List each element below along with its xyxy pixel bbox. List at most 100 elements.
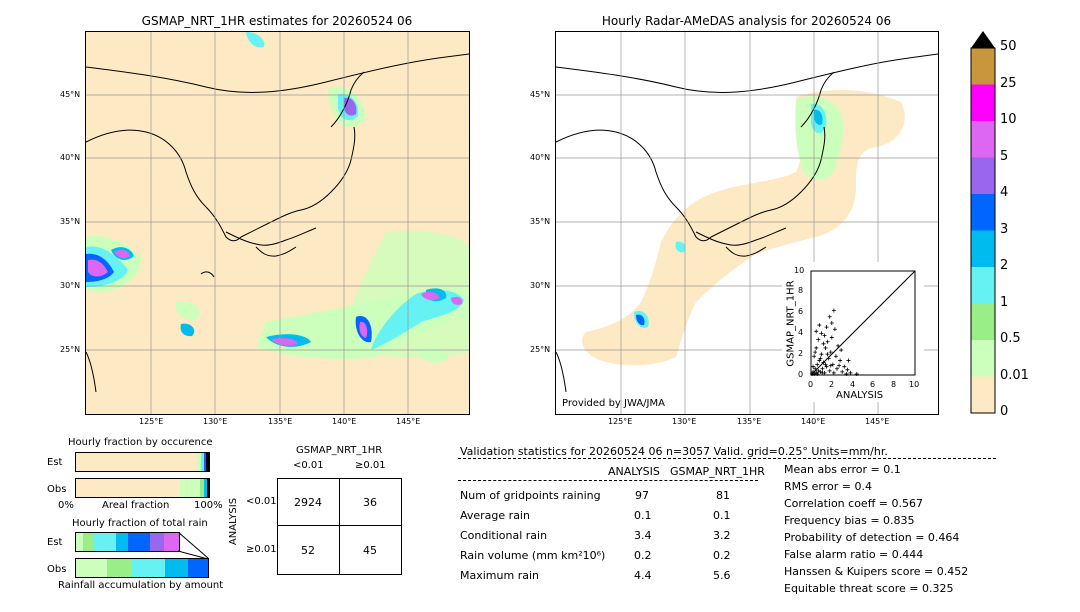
scatter-point-55 <box>828 363 833 368</box>
right-lat-label-30: 30°N <box>530 281 551 290</box>
right-lon-label-125: 125°E <box>608 417 633 426</box>
colorbar-label-1: 25 <box>1000 75 1017 91</box>
colorbar-label-9: 0.01 <box>1000 367 1029 383</box>
score-7: Equitable threat score = 0.325 <box>784 582 954 595</box>
scatter-point-16 <box>826 356 831 361</box>
scatter-point-52 <box>822 333 827 338</box>
total-rain-est-label: Est <box>47 537 63 548</box>
total-rain-connector <box>178 532 209 560</box>
contingency-title: GSMAP_NRT_1HR <box>296 445 383 456</box>
scatter-point-36 <box>821 341 826 346</box>
scatter-point-45 <box>823 362 828 367</box>
colorbar-label-0: 50 <box>1000 39 1017 54</box>
colorbar-cell-5 <box>971 230 995 267</box>
score-6: Hanssen & Kuipers score = 0.452 <box>784 565 969 578</box>
scatter-point-22 <box>832 327 837 332</box>
total-rain-title: Hourly fraction of total rain <box>72 518 208 529</box>
total-rain-est-bar <box>75 532 180 552</box>
colorbar-cell-6 <box>971 267 995 304</box>
right-rain-areas <box>582 90 905 366</box>
colorbar-cell-7 <box>971 303 995 340</box>
scatter-ytick-2: 2 <box>798 349 804 358</box>
colorbar-cell-8 <box>971 340 995 377</box>
scatter-point-29 <box>845 367 850 372</box>
stat-label-2: Conditional rain <box>460 529 548 542</box>
occurrence-obs-label: Obs <box>47 484 67 495</box>
contingency-cell-01: 36 <box>363 496 377 509</box>
stat-label-1: Average rain <box>460 509 530 522</box>
left-map-panel <box>85 31 470 415</box>
scatter-point-35 <box>819 331 824 336</box>
colorbar-label-4: 4 <box>1000 185 1009 200</box>
scatter-point-19 <box>829 335 834 340</box>
right-coastlines <box>556 53 938 393</box>
left-coastlines <box>86 53 469 393</box>
colorbar-label-6: 2 <box>1000 258 1009 273</box>
scatter-xtick-2: 2 <box>829 380 835 389</box>
scatter-point-44 <box>820 370 825 375</box>
right-lon-label-145: 145°E <box>865 417 890 426</box>
stat-label-4: Maximum rain <box>460 569 539 582</box>
scatter-point-37 <box>824 325 829 330</box>
scatter-point-15 <box>825 339 830 344</box>
scatter-point-54 <box>846 358 851 363</box>
left-grid <box>86 32 469 414</box>
stat-gsmap-0: 81 <box>716 489 730 502</box>
right-lon-label-135: 135°E <box>737 417 762 426</box>
colorbar-label-7: 1 <box>1000 294 1009 310</box>
scatter-point-20 <box>830 362 835 367</box>
scatter-xtick-6: 6 <box>870 380 876 389</box>
colorbar-label-10: 0 <box>1000 404 1009 419</box>
left-lon-label-135: 135°E <box>268 417 293 426</box>
scatter-point-3 <box>813 366 818 371</box>
scatter-ytick-8: 8 <box>798 286 804 295</box>
scatter-point-21 <box>831 370 836 375</box>
left-lat-label-30: 30°N <box>60 281 81 290</box>
left-lon-label-145: 145°E <box>396 417 421 426</box>
scatter-point-46 <box>813 350 818 355</box>
occurrence-est-bar <box>75 452 210 472</box>
scatter-point-39 <box>829 321 834 325</box>
stat-label-3: Rain volume (mm km²10⁶) <box>460 549 606 562</box>
scatter-point-11 <box>821 360 826 365</box>
scatter-point-42 <box>815 371 820 376</box>
right-lon-label-140: 140°E <box>801 417 826 426</box>
right-lat-label-40: 40°N <box>530 153 551 162</box>
scatter-point-41 <box>811 364 816 369</box>
colorbar-extend-arrow <box>971 31 995 48</box>
scatter-point-17 <box>827 368 832 373</box>
occurrence-axis-left: 0% <box>58 500 74 511</box>
occurrence-est-label: Est <box>47 457 63 468</box>
contingency-row-ge: ≥0.01 <box>246 544 277 555</box>
scatter-point-33 <box>814 345 819 350</box>
scatter-point-51 <box>814 329 819 334</box>
stat-gsmap-1: 0.1 <box>713 509 731 522</box>
contingency-col-lt: <0.01 <box>293 460 324 471</box>
colorbar-label-3: 5 <box>1000 148 1009 164</box>
occurrence-axis-right: 100% <box>194 500 223 511</box>
scatter-point-8 <box>818 369 823 374</box>
score-4: Probability of detection = 0.464 <box>784 531 960 544</box>
occurrence-title: Hourly fraction by occurence <box>68 437 213 448</box>
scatter-point-32 <box>812 354 817 359</box>
scatter-xtick-8: 8 <box>891 380 897 389</box>
scatter-point-24 <box>835 366 839 371</box>
left-lat-label-25: 25°N <box>60 345 81 354</box>
scatter-xtick-4: 4 <box>850 380 856 389</box>
scatter-point-5 <box>815 362 820 367</box>
scatter-point-40 <box>831 308 836 313</box>
left-map-title: GSMAP_NRT_1HR estimates for 20260524 06 <box>141 14 413 28</box>
stat-analysis-4: 4.4 <box>634 569 652 582</box>
scatter-ytick-6: 6 <box>798 307 804 316</box>
occurrence-axis-mid: Areal fraction <box>102 500 170 511</box>
scatter-point-50 <box>817 323 822 328</box>
left-lat-label-40: 40°N <box>60 153 81 162</box>
scatter-point-7 <box>817 358 822 363</box>
stat-label-0: Num of gridpoints raining <box>460 489 601 502</box>
colorbar-cell-3 <box>971 157 995 194</box>
stat-gsmap-4: 5.6 <box>713 569 731 582</box>
contingency-grid <box>277 478 402 575</box>
validation-col-gsmap: GSMAP_NRT_1HR <box>670 465 765 478</box>
scatter-point-31 <box>854 371 859 376</box>
validation-header-rule <box>458 458 996 459</box>
